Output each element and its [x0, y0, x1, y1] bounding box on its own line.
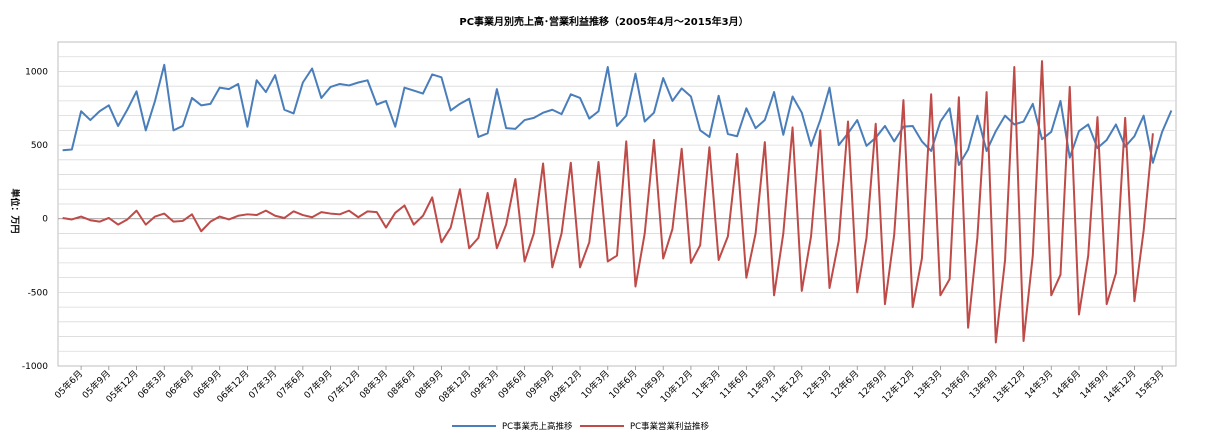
- x-tick-label: 12年3月: [800, 368, 833, 401]
- y-tick-label: 0: [42, 215, 48, 225]
- x-tick-label: 11年3月: [689, 368, 722, 401]
- x-tick-label: 09年3月: [468, 368, 501, 401]
- y-tick-label: -500: [28, 288, 49, 298]
- x-tick-label: 08年6月: [384, 368, 417, 401]
- x-tick-label: 07年3月: [246, 368, 279, 401]
- x-tick-label: 07年6月: [274, 368, 307, 401]
- x-tick-label: 13年3月: [911, 368, 944, 401]
- x-tick-label: 14年6月: [1050, 368, 1083, 401]
- legend-label-operating-profit: PC事業営業利益推移: [630, 421, 710, 432]
- y-tick-label: 500: [31, 141, 48, 151]
- x-tick-label: 08年3月: [357, 368, 390, 401]
- series-lines: [62, 60, 1173, 344]
- series-line-operating-profit: [62, 60, 1154, 344]
- legend-label-sales: PC事業売上高推移: [502, 421, 573, 432]
- x-tick-label: 11年6月: [717, 368, 750, 401]
- y-tick-label: -1000: [22, 362, 48, 372]
- x-tick-label: 06年6月: [163, 368, 196, 401]
- x-tick-label: 10年6月: [606, 368, 639, 401]
- x-tick-label: 05年6月: [52, 368, 85, 401]
- y-axis-title: 単位：万円: [9, 188, 21, 233]
- x-tick-label: 06年3月: [135, 368, 168, 401]
- y-tick-label: 1000: [25, 67, 48, 77]
- x-tick-label: 14年3月: [1022, 368, 1055, 401]
- y-axis: -1000 -500 0 500 1000: [22, 67, 48, 372]
- x-axis: 05年6月05年9月05年12月06年3月06年6月06年9月06年12月07年…: [52, 218, 1176, 405]
- x-tick-label: 10年3月: [579, 368, 612, 401]
- x-tick-label: 13年6月: [939, 368, 972, 401]
- chart-title: PC事業月別売上高･営業利益推移（2005年4月～2015年3月）: [459, 15, 748, 28]
- legend: PC事業売上高推移 PC事業営業利益推移: [452, 421, 710, 432]
- x-tick-label: 15年3月: [1133, 368, 1166, 401]
- x-tick-label: 12年6月: [828, 368, 861, 401]
- series-line-sales: [62, 63, 1173, 166]
- x-tick-label: 09年6月: [495, 368, 528, 401]
